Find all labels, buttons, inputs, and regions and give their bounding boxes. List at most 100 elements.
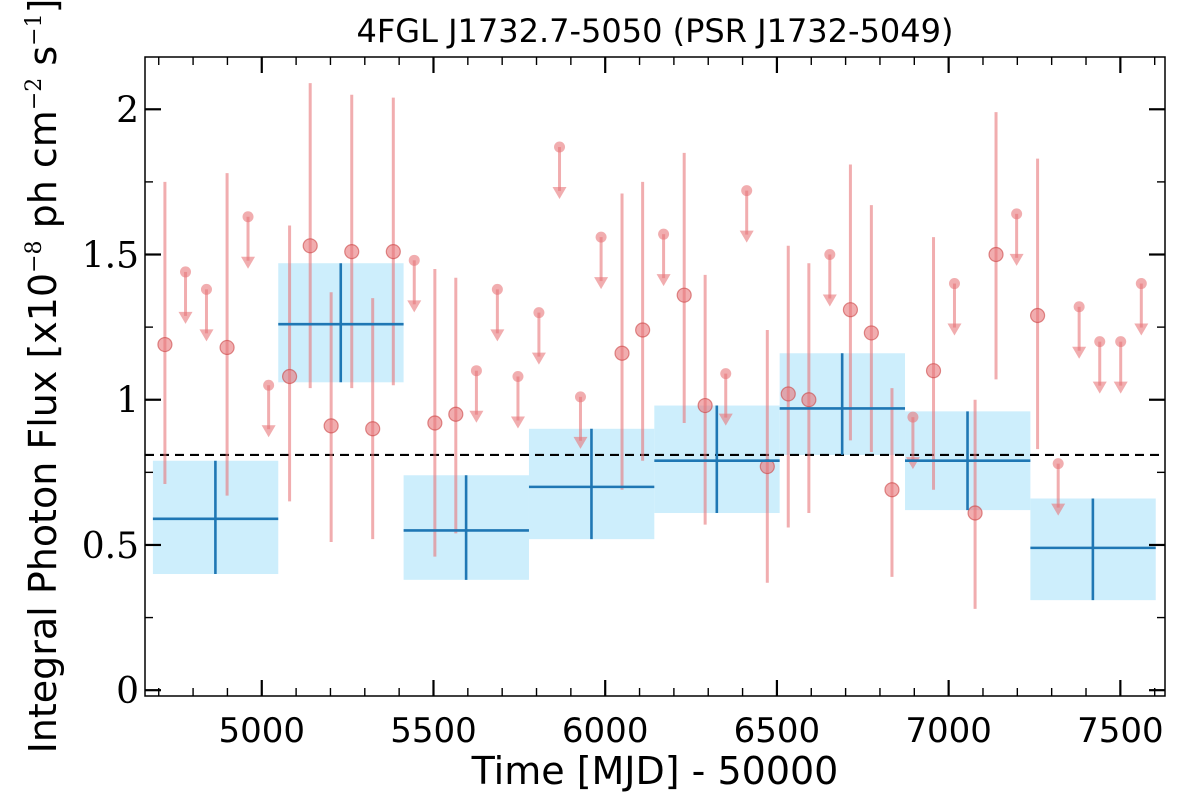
upper-limit-marker xyxy=(180,266,192,278)
y-label-mid2: s xyxy=(21,46,65,78)
upper-limit-point xyxy=(1051,458,1066,516)
x-tick-label: 7000 xyxy=(905,711,992,751)
upper-limit-arrow xyxy=(469,410,484,423)
upper-limit-marker xyxy=(741,185,753,197)
upper-limit-arrow xyxy=(261,425,276,438)
upper-limit-point xyxy=(739,185,754,243)
upper-limit-marker xyxy=(595,231,607,243)
flux-point xyxy=(635,181,651,461)
y-tick-label: 0.5 xyxy=(82,526,139,567)
flux-marker xyxy=(925,363,942,379)
upper-limit-point xyxy=(1113,336,1128,394)
upper-limit-arrow xyxy=(531,352,546,365)
flux-marker xyxy=(344,244,360,260)
upper-limit-arrow xyxy=(656,274,671,287)
flux-marker xyxy=(697,397,713,414)
upper-limit-point xyxy=(1092,336,1107,394)
upper-limit-point xyxy=(1072,301,1087,359)
y-label-exp3: −1 xyxy=(22,13,47,45)
flux-point xyxy=(323,292,339,543)
upper-limit-arrow xyxy=(1072,346,1087,359)
flux-marker xyxy=(614,345,630,361)
upper-limit-arrow xyxy=(739,230,754,243)
long-bin-point xyxy=(528,428,655,540)
y-label-suffix: ] xyxy=(21,0,65,13)
flux-point xyxy=(842,164,859,441)
flux-point xyxy=(780,245,796,528)
upper-limit-point xyxy=(531,307,546,365)
flux-point xyxy=(884,388,900,577)
upper-limit-marker xyxy=(263,379,275,391)
x-tick-label: 6000 xyxy=(562,711,649,751)
flux-point xyxy=(925,237,942,490)
plot-frame xyxy=(144,56,1166,697)
y-label-prefix: Integral Photon Flux [x10 xyxy=(21,273,65,754)
long-bin-point xyxy=(278,263,404,383)
upper-limit-arrow xyxy=(1113,381,1128,394)
upper-limit-arrow xyxy=(1092,381,1107,394)
x-axis-label: Time [MJD] - 50000 xyxy=(471,749,839,793)
upper-limit-point xyxy=(594,231,609,290)
upper-limit-marker xyxy=(658,228,670,240)
upper-limit-point xyxy=(490,283,505,342)
x-tick-label: 7500 xyxy=(1077,711,1164,751)
upper-limit-arrow xyxy=(1051,503,1066,516)
flux-point xyxy=(614,193,630,490)
flux-marker xyxy=(365,421,381,437)
flux-point xyxy=(281,225,298,502)
upper-limit-arrow xyxy=(407,300,422,313)
flux-point xyxy=(302,83,318,389)
axis-ticks: 5000 5500 6000 6500 7000 7500 0 0.5 1 1.5 2 xyxy=(82,57,1165,751)
y-tick-label: 1 xyxy=(116,381,139,422)
flux-point xyxy=(988,112,1004,380)
upper-limit-marker xyxy=(824,249,836,261)
upper-limit-marker xyxy=(470,365,482,377)
upper-limit-marker xyxy=(574,391,586,403)
flux-point xyxy=(385,97,401,386)
upper-limit-point xyxy=(656,228,671,287)
upper-limit-point xyxy=(469,365,484,423)
flux-marker xyxy=(635,322,651,338)
upper-limit-marker xyxy=(512,371,524,382)
flux-marker xyxy=(967,505,983,521)
x-tick-label: 6500 xyxy=(734,711,821,751)
upper-limit-arrow xyxy=(241,256,256,269)
x-tick-label: 5500 xyxy=(390,711,477,751)
upper-limit-point xyxy=(947,278,962,336)
plot-area xyxy=(145,83,1165,609)
flux-marker xyxy=(427,415,443,431)
upper-limit-point xyxy=(178,266,193,324)
upper-limit-arrow xyxy=(552,187,567,200)
upper-limit-point xyxy=(822,249,837,307)
upper-limit-arrow xyxy=(594,277,609,290)
upper-limit-marker xyxy=(242,211,254,223)
flux-marker xyxy=(323,418,339,434)
flux-marker xyxy=(884,482,900,498)
flux-marker xyxy=(385,244,401,260)
flux-marker xyxy=(676,287,692,303)
upper-limit-point xyxy=(199,283,214,342)
upper-limit-marker xyxy=(1073,301,1085,313)
upper-limit-marker xyxy=(907,411,919,423)
flux-point xyxy=(967,399,983,609)
upper-limit-arrow xyxy=(510,416,525,429)
long-bin-point xyxy=(403,475,529,580)
flux-marker xyxy=(842,302,859,318)
flux-point xyxy=(676,152,692,423)
upper-limit-point xyxy=(1009,208,1024,266)
upper-limit-marker xyxy=(948,278,960,290)
y-tick-label: 2 xyxy=(116,90,139,131)
upper-limit-marker xyxy=(1115,336,1127,348)
y-tick-label: 0 xyxy=(116,671,139,712)
y-label-exp2: −2 xyxy=(22,78,47,110)
flux-marker xyxy=(1029,307,1046,324)
flux-marker xyxy=(801,392,817,408)
upper-limit-point xyxy=(510,371,525,429)
y-label-mid: ph cm xyxy=(21,110,65,240)
flux-point xyxy=(448,277,464,534)
upper-limit-marker xyxy=(491,283,503,295)
upper-limit-arrow xyxy=(822,294,837,307)
upper-limit-marker xyxy=(533,307,545,319)
long-bin-point xyxy=(1030,498,1156,601)
y-axis-label: Integral Photon Flux [x10−8 ph cm−2 s−1] xyxy=(21,0,65,753)
